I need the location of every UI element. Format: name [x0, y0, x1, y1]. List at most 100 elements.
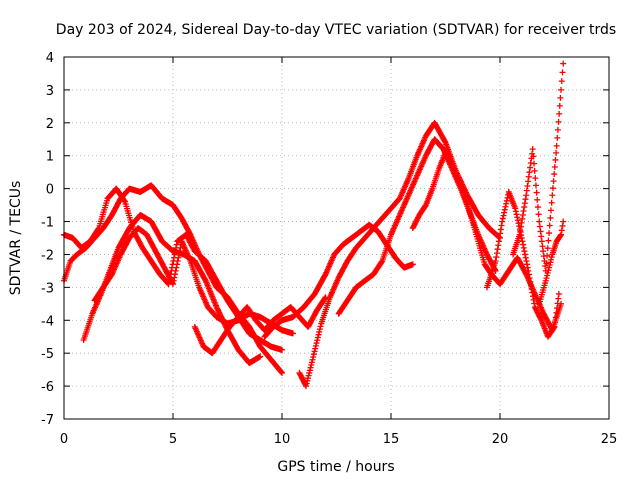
x-tick-label: 5 — [169, 432, 177, 447]
data-point — [313, 340, 320, 347]
y-tick-label: 4 — [46, 51, 54, 66]
data-point — [545, 237, 552, 244]
data-point — [321, 295, 328, 302]
data-point — [550, 324, 557, 331]
data-point — [518, 235, 525, 241]
data-point — [538, 233, 545, 240]
data-point — [175, 254, 182, 261]
y-tick-label: 2 — [46, 117, 54, 132]
data-point — [494, 246, 501, 253]
series-track — [483, 188, 562, 340]
data-point — [95, 226, 102, 233]
series-track — [91, 225, 296, 337]
y-tick-label: 1 — [46, 150, 54, 165]
data-point — [500, 212, 507, 219]
y-tick-label: -1 — [41, 216, 54, 231]
series-track — [191, 294, 329, 357]
data-point — [527, 282, 534, 289]
x-tick-label: 25 — [601, 432, 618, 447]
data-point — [174, 258, 181, 265]
data-point — [525, 267, 532, 274]
data-point — [315, 331, 322, 338]
data-point — [513, 211, 520, 218]
data-point — [518, 219, 525, 226]
data-point — [529, 293, 536, 300]
data-point — [493, 254, 500, 261]
data-point — [517, 227, 524, 234]
data-point — [527, 164, 534, 171]
data-point — [176, 251, 183, 258]
data-point — [519, 215, 526, 222]
data-point — [495, 242, 502, 249]
y-tick-label: -3 — [41, 281, 54, 296]
data-point — [555, 118, 562, 125]
data-point — [312, 342, 319, 349]
x-tick-label: 10 — [274, 432, 291, 447]
data-point — [560, 60, 567, 67]
data-point — [524, 183, 531, 190]
data-point — [553, 142, 560, 149]
data-point — [530, 153, 537, 160]
data-point — [544, 245, 551, 252]
data-point — [378, 259, 385, 266]
data-point — [310, 351, 317, 358]
data-point — [496, 234, 503, 241]
chart-title: Day 203 of 2024, Sidereal Day-to-day VTE… — [56, 22, 616, 38]
data-point — [499, 218, 506, 225]
x-tick-label: 0 — [60, 432, 68, 447]
x-tick-label: 15 — [383, 432, 400, 447]
data-point — [173, 264, 180, 271]
data-point — [533, 189, 540, 196]
data-point — [536, 218, 543, 225]
data-point — [553, 149, 560, 156]
data-point — [523, 192, 530, 199]
data-point — [525, 173, 532, 180]
data-point — [310, 353, 317, 360]
data-point — [493, 250, 500, 257]
series-track — [261, 221, 416, 340]
data-point — [535, 211, 542, 218]
data-point — [557, 94, 564, 101]
series-track — [296, 119, 503, 390]
data-point — [532, 182, 539, 189]
data-point — [309, 356, 316, 363]
data-point — [499, 215, 506, 222]
data-point — [521, 248, 528, 255]
data-point — [536, 223, 543, 230]
data-point — [497, 226, 504, 233]
data-point — [537, 228, 544, 235]
data-point — [171, 274, 178, 281]
data-point — [523, 258, 530, 265]
data-point — [501, 206, 508, 213]
data-point — [538, 238, 545, 245]
x-tick-labels: 0 5 10 15 20 25 — [60, 432, 617, 447]
data-point — [551, 164, 558, 171]
data-point — [302, 381, 309, 388]
axis-ticks — [63, 56, 610, 420]
y-tick-label: -4 — [41, 314, 54, 329]
data-point — [530, 296, 537, 303]
data-point — [529, 289, 536, 296]
data-point — [314, 337, 321, 344]
data-point — [525, 271, 532, 278]
data-point — [555, 290, 562, 297]
data-point — [526, 275, 533, 282]
data-point — [558, 78, 565, 85]
y-tick-label: 3 — [46, 84, 54, 99]
data-point — [527, 159, 534, 166]
data-point — [552, 156, 559, 163]
data-point — [546, 230, 553, 237]
data-point — [540, 248, 547, 255]
data-point — [529, 146, 536, 153]
data-point — [523, 187, 530, 194]
data-point — [517, 223, 524, 230]
data-point — [186, 230, 193, 237]
data-point — [514, 217, 521, 224]
data-point — [316, 328, 323, 335]
data-point — [548, 199, 555, 206]
data-point — [497, 230, 504, 237]
data-point — [498, 222, 505, 229]
x-tick-label: 20 — [492, 432, 509, 447]
data-point — [527, 278, 534, 285]
